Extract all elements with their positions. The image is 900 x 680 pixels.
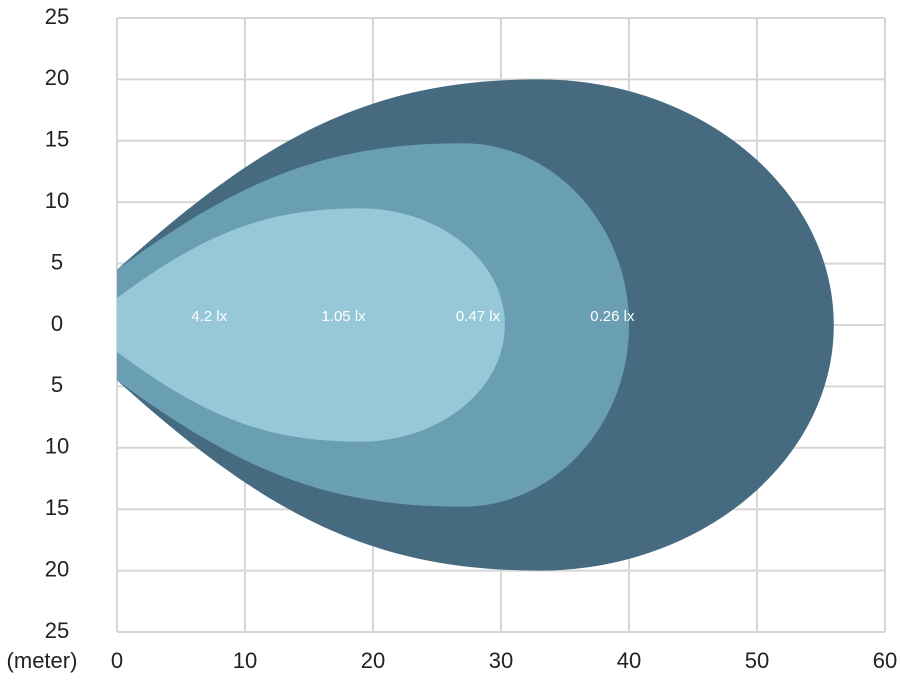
y-tick-label: 25 xyxy=(45,4,69,29)
y-tick-label: 20 xyxy=(45,65,69,90)
y-tick-label: 5 xyxy=(51,249,63,274)
y-tick-label: 10 xyxy=(45,188,69,213)
beam-zone xyxy=(117,208,505,442)
x-tick-label: 10 xyxy=(233,648,257,673)
y-tick-label: 25 xyxy=(45,618,69,643)
x-tick-label: 50 xyxy=(745,648,769,673)
x-unit-label: (meter) xyxy=(7,648,78,673)
y-tick-label: 20 xyxy=(45,556,69,581)
x-tick-label: 40 xyxy=(617,648,641,673)
y-tick-label: 15 xyxy=(45,127,69,152)
x-tick-label: 0 xyxy=(111,648,123,673)
zone-label: 4.2 lx xyxy=(191,308,227,325)
y-tick-label: 10 xyxy=(45,434,69,459)
y-tick-label: 15 xyxy=(45,495,69,520)
x-tick-label: 30 xyxy=(489,648,513,673)
zone-label: 1.05 lx xyxy=(321,308,366,325)
y-tick-label: 0 xyxy=(51,311,63,336)
x-tick-label: 60 xyxy=(873,648,897,673)
zone-label: 0.26 lx xyxy=(590,308,635,325)
y-tick-label: 5 xyxy=(51,372,63,397)
zone-label: 0.47 lx xyxy=(456,308,501,325)
x-tick-label: 20 xyxy=(361,648,385,673)
